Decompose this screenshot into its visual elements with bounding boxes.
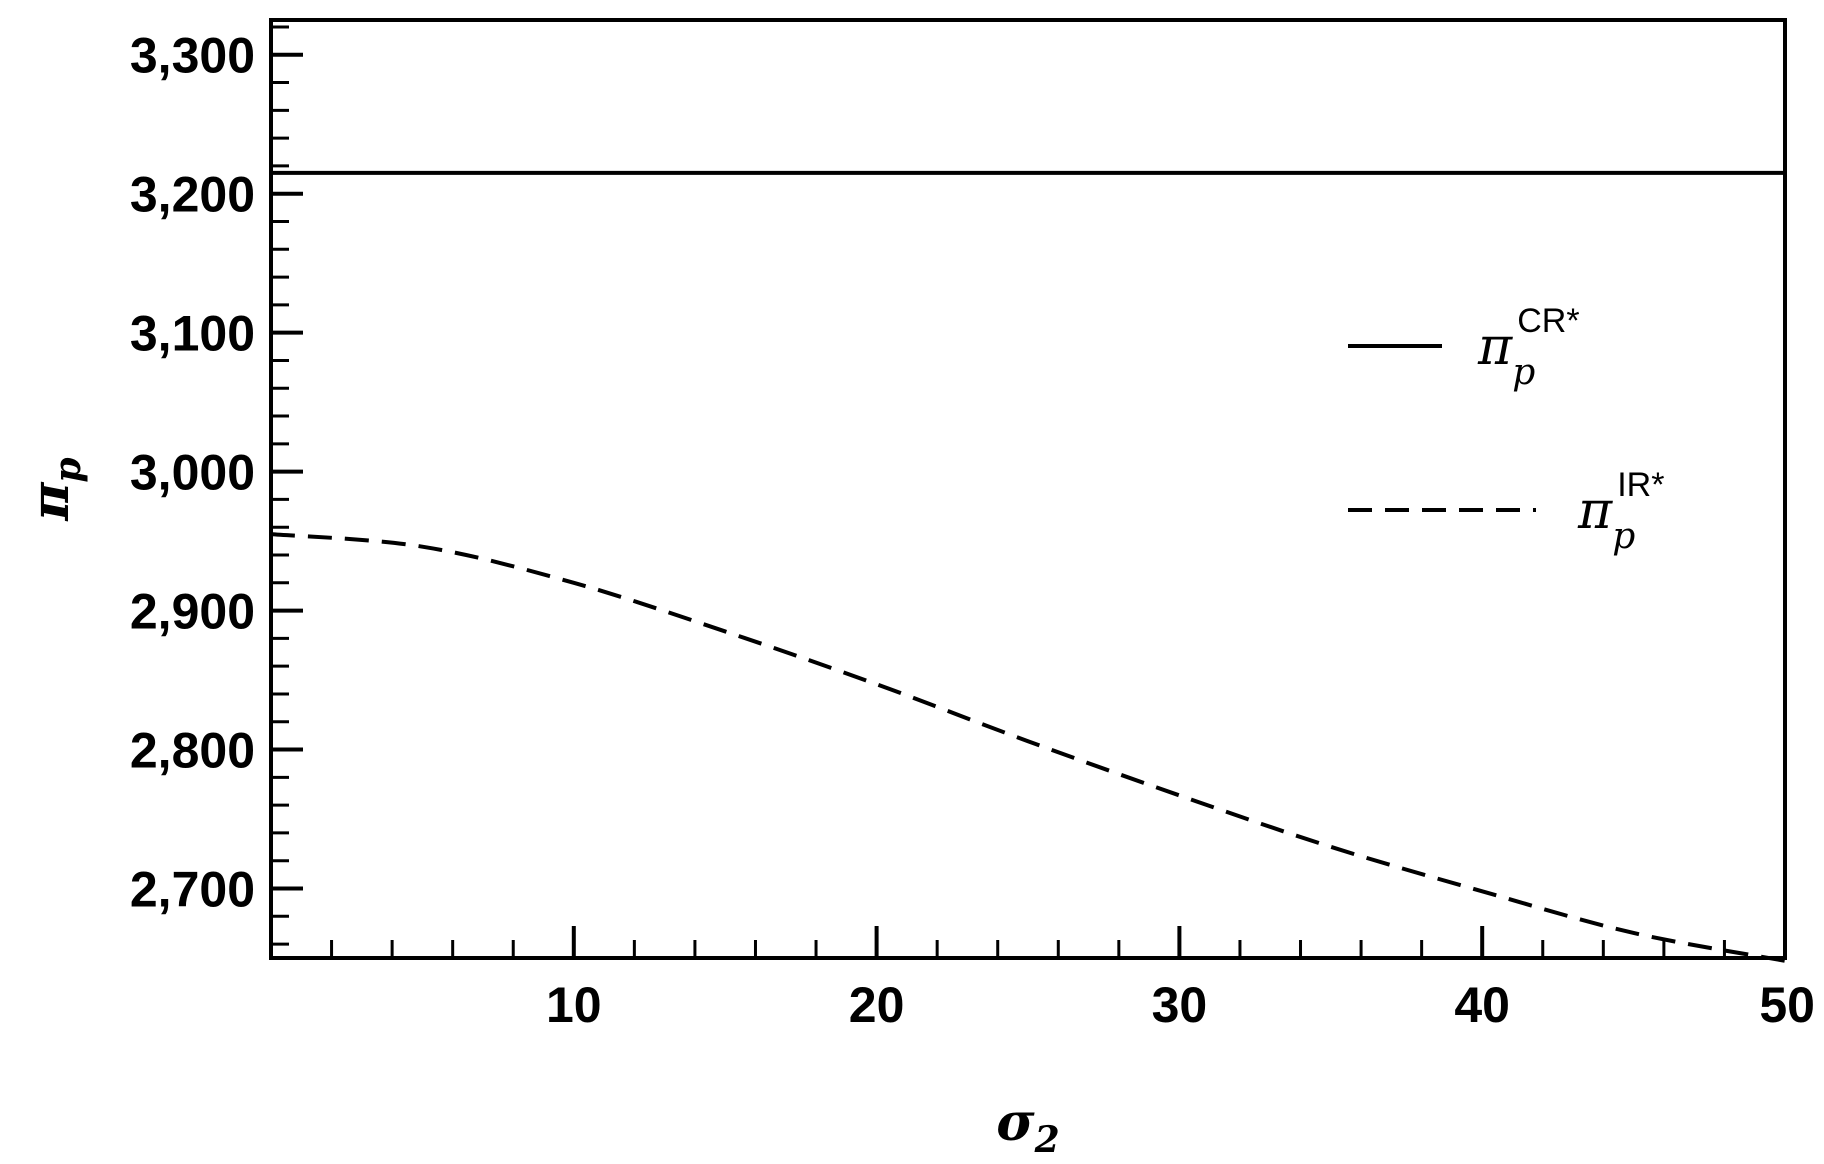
x-tick-label: 50	[1759, 977, 1815, 1033]
series-layer	[270, 170, 1786, 963]
y-axis: 2,700 2,800 2,900 3,000 3,100 3,200 3,300	[130, 28, 303, 918]
y-tick-label: 2,700	[130, 862, 255, 918]
minor-ticks	[271, 25, 1726, 958]
x-tick-label: 10	[546, 977, 602, 1033]
y-tick-label: 3,100	[130, 306, 255, 362]
x-axis-title-symbol: σ	[996, 1092, 1035, 1153]
y-axis-title-subscript: p	[47, 457, 89, 482]
legend-ir-subscript: p	[1612, 516, 1635, 557]
x-tick-label: 30	[1152, 977, 1208, 1033]
legend-cr-subscript: p	[1512, 352, 1535, 393]
x-axis-title-subscript: 2	[1034, 1119, 1060, 1161]
x-axis-title: σ2	[996, 1092, 1059, 1161]
legend-ir-superscript: IR*	[1617, 466, 1664, 504]
x-axis: 10 20 30 40 50	[546, 926, 1815, 1033]
y-tick-label: 3,200	[130, 167, 255, 223]
y-axis-title-symbol: π	[20, 482, 81, 522]
x-tick-label: 40	[1454, 977, 1510, 1033]
y-tick-label: 3,300	[130, 28, 255, 84]
legend-label-ir: πp IR*	[1577, 466, 1664, 557]
legend-cr-superscript: CR*	[1517, 302, 1579, 340]
legend-cr-symbol: π	[1477, 317, 1513, 377]
legend: πpCR* πpIR*	[1348, 302, 1664, 557]
legend-label-cr: πp CR*	[1477, 302, 1580, 393]
series-line-ir	[270, 532, 1786, 963]
y-tick-label: 2,900	[130, 584, 255, 640]
y-tick-label: 2,800	[130, 723, 255, 779]
x-tick-label: 20	[849, 977, 905, 1033]
legend-ir-symbol: π	[1577, 481, 1613, 541]
plot-frame	[269, 18, 1787, 960]
y-axis-title: πp	[20, 457, 89, 521]
y-tick-label: 3,000	[130, 445, 255, 501]
